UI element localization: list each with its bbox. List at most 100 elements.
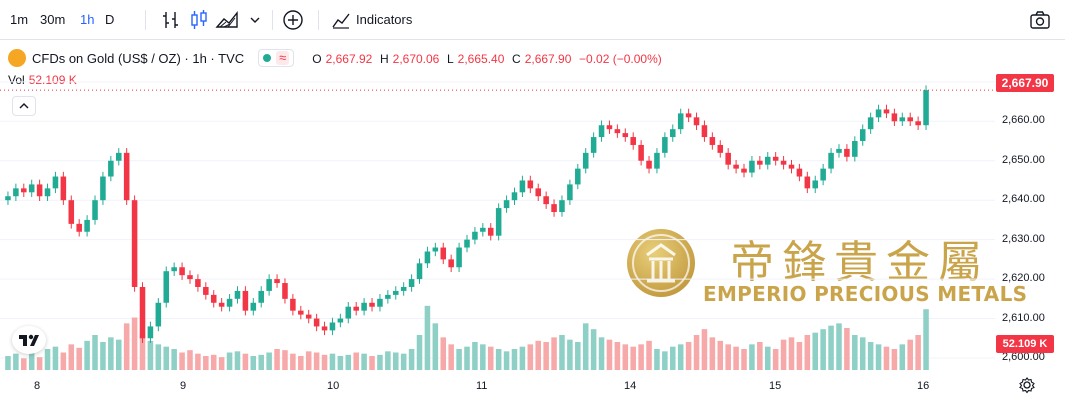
volume-legend: Vol 52.109 K xyxy=(8,73,77,87)
volume-bar xyxy=(179,352,185,370)
volume-bar xyxy=(266,352,272,370)
volume-bar xyxy=(788,337,795,370)
candle-body xyxy=(780,160,787,165)
candle-body xyxy=(234,290,241,299)
volume-bar xyxy=(36,357,43,370)
candle-body xyxy=(345,306,352,319)
volume-bar xyxy=(598,337,605,370)
volume-bar xyxy=(100,342,106,370)
timeframe-d[interactable]: D xyxy=(105,12,115,27)
volume-tag: 52.109 K xyxy=(996,335,1054,353)
chevron-up-icon xyxy=(19,103,29,109)
candle-body xyxy=(828,152,834,169)
candle-body xyxy=(218,302,225,307)
market-status-pill[interactable]: ≈ xyxy=(258,49,295,67)
volume-bar xyxy=(741,349,747,370)
x-tick-label: 11 xyxy=(476,380,488,392)
candle-body xyxy=(392,290,399,295)
volume-value: 52.109 K xyxy=(28,73,77,87)
candle-body xyxy=(567,184,573,201)
candle-body xyxy=(432,247,439,252)
candle-body xyxy=(764,156,771,165)
high-value: 2,670.06 xyxy=(392,51,440,66)
volume-bar xyxy=(654,349,660,370)
candle-body xyxy=(400,286,407,291)
camera-icon[interactable] xyxy=(1029,9,1051,31)
candles-chart-type-icon[interactable] xyxy=(188,9,210,31)
volume-bar xyxy=(353,352,359,370)
volume-bar xyxy=(772,349,779,370)
candle-body xyxy=(820,168,826,181)
area-chart-type-icon[interactable] xyxy=(215,9,241,31)
data-delay-icon: ≈ xyxy=(276,51,290,65)
candle-body xyxy=(844,148,850,157)
candle-body xyxy=(416,263,423,280)
volume-bar xyxy=(361,353,367,370)
candle-body xyxy=(131,200,138,287)
volume-bar xyxy=(226,352,233,370)
candle-body xyxy=(622,133,629,138)
symbol-title[interactable]: CFDs on Gold (US$ / OZ) · 1h · TVC xyxy=(32,50,245,66)
candle-body xyxy=(646,160,652,169)
candle-body xyxy=(867,117,874,130)
volume-bar xyxy=(662,351,668,370)
volume-bar xyxy=(392,352,399,370)
bar-chart-type-icon[interactable] xyxy=(160,9,182,31)
candle-body xyxy=(725,152,731,165)
tradingview-logo[interactable] xyxy=(12,326,46,354)
volume-bar xyxy=(369,356,375,370)
settings-gear-icon[interactable] xyxy=(1018,376,1036,394)
volume-bar xyxy=(590,329,597,370)
volume-bar xyxy=(923,309,929,370)
candle-body xyxy=(385,294,391,299)
volume-bar xyxy=(298,356,304,370)
add-compare-icon[interactable] xyxy=(282,9,304,31)
volume-bar xyxy=(630,346,636,370)
volume-bar xyxy=(551,337,557,370)
candle-body xyxy=(369,302,375,307)
candle-body xyxy=(108,160,114,177)
top-toolbar: 1m 30m 1h D Indicators xyxy=(0,0,1065,40)
candle-body xyxy=(582,152,589,169)
price-chart[interactable] xyxy=(0,40,995,380)
candle-body xyxy=(440,247,447,260)
candle-body xyxy=(519,180,526,193)
candle-body xyxy=(115,152,122,161)
market-open-dot-icon xyxy=(263,54,272,62)
ohlc-values: O 2,667.92 H 2,670.06 L 2,665.40 C 2,667.90 … xyxy=(312,51,665,66)
candle-body xyxy=(210,294,217,303)
volume-bar xyxy=(250,356,257,370)
chevron-down-icon[interactable] xyxy=(248,9,262,31)
volume-bar xyxy=(511,349,518,370)
candle-body xyxy=(749,160,755,173)
candle-body xyxy=(274,279,280,284)
candle-body xyxy=(662,137,668,153)
candle-body xyxy=(282,283,288,299)
volume-bar xyxy=(606,339,613,370)
volume-bar xyxy=(155,344,162,370)
indicators-button[interactable]: Indicators xyxy=(356,12,413,27)
volume-bar xyxy=(543,342,549,370)
watermark-english-text: EMPERIO PRECIOUS METALS xyxy=(703,282,1028,306)
chart-legend: CFDs on Gold (US$ / OZ) · 1h · TVC ≈ O 2,… xyxy=(8,48,666,68)
candle-body xyxy=(503,200,510,209)
volume-bar xyxy=(21,358,27,370)
indicators-icon[interactable] xyxy=(330,9,352,31)
volume-bar xyxy=(13,353,19,370)
volume-bar xyxy=(5,356,11,370)
volume-bar xyxy=(495,349,502,370)
volume-bar xyxy=(567,339,573,370)
volume-bar xyxy=(749,344,755,370)
timeframe-1h[interactable]: 1h xyxy=(80,12,95,27)
volume-bar xyxy=(693,335,700,370)
tradingview-logo-icon xyxy=(19,334,39,346)
collapse-legend-button[interactable] xyxy=(12,96,36,116)
candle-body xyxy=(535,188,542,197)
timeframe-1m[interactable]: 1m xyxy=(10,12,29,27)
change-value: −0.02 (−0.00%) xyxy=(579,51,662,66)
volume-bar xyxy=(836,323,842,370)
timeframe-30m[interactable]: 30m xyxy=(40,12,66,27)
candle-body xyxy=(179,267,185,276)
candle-body xyxy=(36,184,43,197)
candle-body xyxy=(670,129,676,138)
